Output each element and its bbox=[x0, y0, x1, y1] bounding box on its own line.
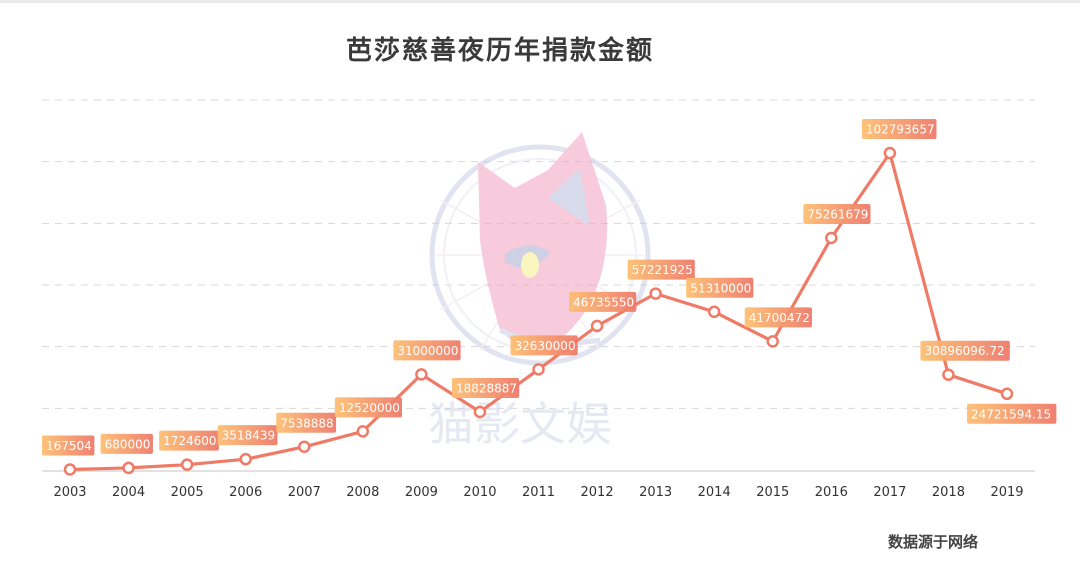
data-label-box bbox=[451, 377, 520, 398]
data-point bbox=[766, 335, 779, 348]
data-point bbox=[180, 458, 194, 471]
x-tick-label: 2012 bbox=[581, 485, 614, 500]
data-label-box bbox=[686, 277, 754, 298]
data-label-box bbox=[159, 430, 219, 451]
x-tick-label: 2014 bbox=[698, 485, 731, 500]
data-point bbox=[883, 146, 897, 160]
data-label-text: 57221925 bbox=[632, 263, 693, 277]
data-label-box bbox=[100, 433, 153, 454]
data-label: 32630000 bbox=[510, 335, 578, 356]
data-label: 41700472 bbox=[744, 307, 812, 328]
data-label: 1724600 bbox=[159, 430, 219, 451]
data-point bbox=[298, 440, 311, 454]
data-point bbox=[942, 368, 955, 381]
data-points bbox=[63, 146, 1014, 476]
data-point bbox=[825, 231, 838, 245]
data-label: 12520000 bbox=[334, 397, 403, 418]
data-label-text: 41700472 bbox=[749, 311, 810, 325]
x-tick-label: 2010 bbox=[463, 485, 496, 500]
cat-logo-icon bbox=[429, 132, 651, 366]
data-label-text: 680000 bbox=[105, 437, 151, 451]
data-label-text: 12520000 bbox=[339, 401, 400, 415]
data-label-text: 102793657 bbox=[866, 123, 935, 137]
x-tick-label: 2013 bbox=[639, 485, 672, 500]
data-label: 102793657 bbox=[861, 119, 937, 140]
data-label-text: 51310000 bbox=[690, 281, 751, 295]
watermark-text: 猫影文娱 bbox=[428, 397, 612, 451]
data-label: 57221925 bbox=[627, 259, 695, 280]
x-tick-label: 2006 bbox=[229, 485, 262, 500]
data-point bbox=[239, 452, 252, 466]
chart-title: 芭莎慈善夜历年捐款金额 bbox=[345, 36, 654, 66]
data-label-box bbox=[276, 412, 337, 433]
x-tick-label: 2018 bbox=[932, 485, 965, 500]
data-label-text: 75261679 bbox=[807, 207, 868, 221]
x-tick-label: 2019 bbox=[990, 485, 1023, 500]
data-label-box bbox=[42, 435, 95, 456]
data-label-text: 24721594.15 bbox=[971, 407, 1051, 421]
data-label-text: 167504 bbox=[46, 439, 92, 453]
data-label: 75261679 bbox=[803, 203, 871, 224]
x-tick-label: 2017 bbox=[873, 485, 906, 500]
data-label: 3518439 bbox=[217, 425, 278, 446]
x-tick-label: 2005 bbox=[171, 485, 204, 500]
x-tick-label: 2003 bbox=[53, 485, 86, 500]
watermark: 猫影文娱 bbox=[428, 132, 651, 451]
x-tick-label: 2008 bbox=[346, 485, 379, 500]
data-point bbox=[1000, 387, 1014, 401]
x-tick-label: 2016 bbox=[815, 485, 848, 500]
data-point bbox=[63, 463, 77, 476]
x-tick-label: 2007 bbox=[288, 485, 321, 500]
data-label: 167504 bbox=[42, 435, 95, 456]
data-point bbox=[707, 305, 721, 319]
data-label-text: 3518439 bbox=[222, 429, 275, 443]
x-tick-label: 2015 bbox=[756, 485, 789, 500]
x-tick-label: 2004 bbox=[112, 485, 145, 500]
data-label-box bbox=[861, 119, 937, 140]
x-axis-ticks: 2003 2004 2005 2006 2007 2008 2009 2010 2011 2012… bbox=[53, 485, 1023, 500]
data-label-text: 31000000 bbox=[397, 344, 458, 358]
data-label: 18828887 bbox=[451, 377, 520, 398]
data-label-box bbox=[217, 425, 278, 446]
source-note: 数据源于网络 bbox=[888, 533, 979, 551]
data-label: 46735550 bbox=[569, 291, 637, 312]
data-point bbox=[356, 425, 370, 438]
data-point bbox=[415, 368, 428, 381]
data-label: 7538888 bbox=[276, 412, 337, 433]
data-label: 680000 bbox=[100, 433, 153, 454]
data-point bbox=[590, 319, 604, 333]
data-label: 24721594.15 bbox=[967, 403, 1057, 424]
data-label-box bbox=[803, 203, 871, 224]
data-label-text: 1724600 bbox=[163, 434, 216, 448]
x-tick-label: 2009 bbox=[405, 485, 438, 500]
data-label: 51310000 bbox=[686, 277, 754, 298]
data-point bbox=[532, 363, 545, 376]
data-label-box bbox=[967, 403, 1057, 424]
data-label-box bbox=[393, 340, 461, 361]
data-point bbox=[473, 405, 487, 419]
data-label-text: 30896096.72 bbox=[924, 344, 1004, 358]
data-label-text: 46735550 bbox=[573, 295, 634, 309]
data-label-box bbox=[627, 259, 695, 280]
top-rule bbox=[0, 0, 1080, 3]
data-label-box bbox=[510, 335, 578, 356]
data-label: 30896096.72 bbox=[920, 340, 1010, 361]
data-label-text: 7538888 bbox=[280, 416, 333, 430]
data-label-box bbox=[920, 340, 1010, 361]
data-label-text: 32630000 bbox=[515, 339, 576, 353]
data-point bbox=[122, 461, 135, 475]
x-tick-label: 2011 bbox=[522, 485, 555, 500]
data-label-box bbox=[569, 291, 637, 312]
data-labels: 167504 680000 1724600 3518439 7538888 1252000… bbox=[42, 119, 1057, 456]
data-label-box bbox=[744, 307, 812, 328]
data-label: 31000000 bbox=[393, 340, 461, 361]
data-point bbox=[649, 287, 662, 300]
data-label-text: 18828887 bbox=[456, 381, 517, 395]
data-label-box bbox=[334, 397, 403, 418]
